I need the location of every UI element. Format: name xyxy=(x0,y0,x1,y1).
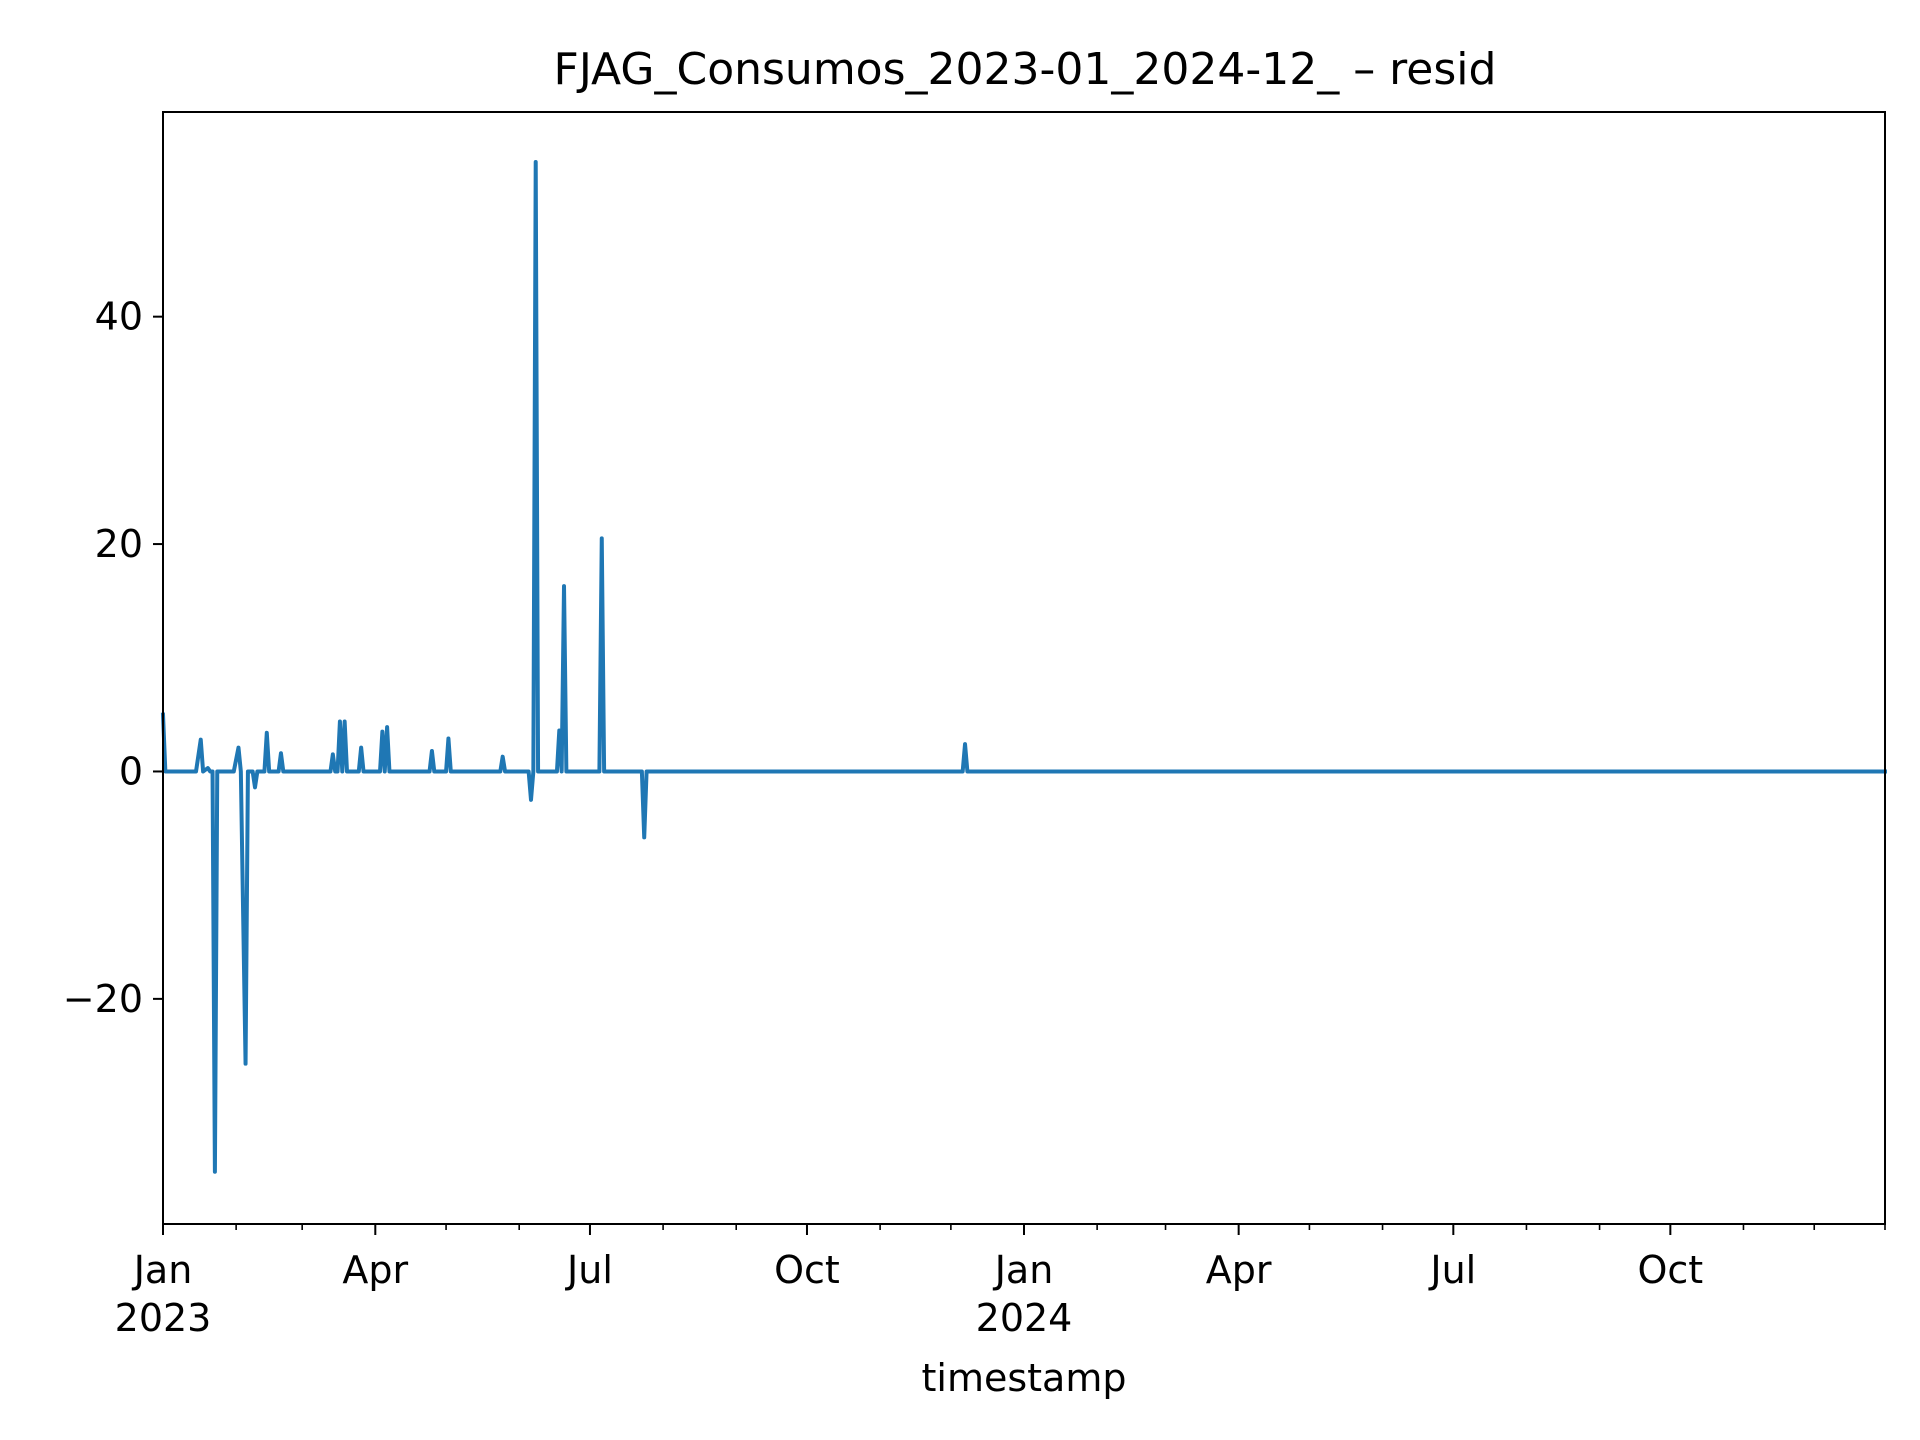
x-tick-year-label: 2024 xyxy=(976,1296,1073,1340)
x-tick-year-label: 2023 xyxy=(115,1296,212,1340)
x-tick-label: Apr xyxy=(1206,1248,1272,1292)
x-tick-label: Jan xyxy=(993,1248,1054,1292)
x-tick-label: Oct xyxy=(774,1248,840,1292)
y-tick-label: −20 xyxy=(63,977,143,1021)
series-layer xyxy=(160,160,1887,1174)
chart-title: FJAG_Consumos_2023-01_2024-12_ – resid xyxy=(554,44,1497,95)
series-line xyxy=(160,160,1887,1174)
y-tick-label: 0 xyxy=(119,749,143,793)
x-axis-label: timestamp xyxy=(922,1356,1127,1400)
y-tick-label: 40 xyxy=(95,295,143,339)
x-tick-label: Jul xyxy=(1428,1248,1476,1292)
y-axis: 40 20 0 −20 xyxy=(63,295,163,1021)
y-tick-label: 20 xyxy=(95,522,143,566)
x-tick-label: Jan xyxy=(132,1248,193,1292)
x-tick-label: Jul xyxy=(565,1248,613,1292)
x-tick-label: Apr xyxy=(342,1248,408,1292)
x-tick-label: Oct xyxy=(1637,1248,1703,1292)
